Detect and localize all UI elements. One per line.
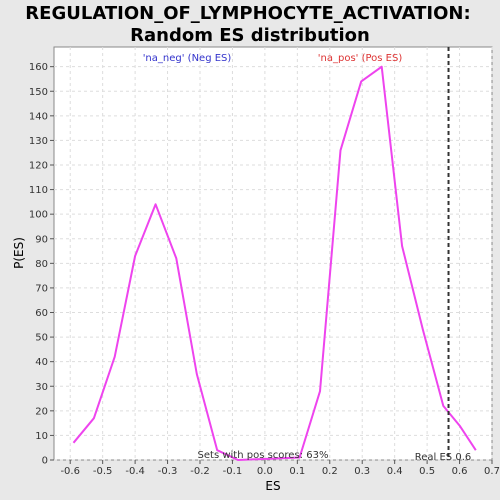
y-tick-label: 70 — [35, 283, 48, 294]
y-tick-label: 140 — [29, 111, 48, 122]
y-tick-label: 30 — [35, 382, 48, 393]
y-tick-label: 80 — [35, 259, 48, 270]
x-tick-label: 0.5 — [419, 466, 435, 477]
x-tick-label: -0.1 — [223, 466, 243, 477]
x-tick-label: 0.0 — [257, 466, 273, 477]
y-tick-label: 120 — [29, 161, 48, 172]
y-tick-label: 110 — [29, 185, 48, 196]
real-es-label: Real ES 0.6 — [415, 452, 471, 463]
x-tick-label: -0.5 — [93, 466, 113, 477]
y-axis-label: P(ES) — [12, 237, 26, 269]
y-tick-label: 50 — [35, 333, 48, 344]
y-tick-label: 20 — [35, 406, 48, 417]
neg-es-label: 'na_neg' (Neg ES) — [143, 53, 232, 64]
chart-title: REGULATION_OF_LYMPHOCYTE_ACTIVATION: — [25, 3, 470, 24]
x-axis-label: ES — [265, 479, 280, 493]
y-axis-ticks: 0 10 20 30 40 50 60 70 80 90 100 110 120 130 140 150 160 — [29, 62, 54, 467]
x-tick-label: -0.6 — [60, 466, 80, 477]
chart-subtitle: Random ES distribution — [130, 25, 370, 46]
y-tick-label: 130 — [29, 136, 48, 147]
y-tick-label: 60 — [35, 308, 48, 319]
x-axis-ticks: -0.6 -0.5 -0.4 -0.3 -0.2 -0.1 0.0 0.1 0.2 0.3 0.4 0… — [60, 460, 500, 477]
x-tick-label: -0.3 — [158, 466, 178, 477]
es-distribution-line — [72, 65, 477, 461]
y-tick-label: 90 — [35, 234, 48, 245]
x-tick-label: -0.2 — [190, 466, 210, 477]
y-tick-label: 0 — [42, 456, 48, 467]
y-tick-label: 150 — [29, 87, 48, 98]
y-tick-label: 160 — [29, 62, 48, 73]
x-tick-label: 0.2 — [322, 466, 338, 477]
x-tick-label: 0.6 — [452, 466, 468, 477]
y-tick-label: 10 — [35, 431, 48, 442]
series-layer — [72, 65, 477, 461]
plot-area — [53, 46, 493, 461]
pos-scores-label: Sets with pos scores: 63% — [198, 450, 329, 461]
y-tick-label: 40 — [35, 357, 48, 368]
pos-es-label: 'na_pos' (Pos ES) — [318, 53, 403, 64]
x-tick-label: 0.1 — [289, 466, 305, 477]
x-tick-label: 0.7 — [484, 466, 500, 477]
x-tick-label: 0.4 — [387, 466, 403, 477]
y-tick-label: 100 — [29, 210, 48, 221]
x-tick-label: 0.3 — [354, 466, 370, 477]
x-tick-label: -0.4 — [125, 466, 145, 477]
